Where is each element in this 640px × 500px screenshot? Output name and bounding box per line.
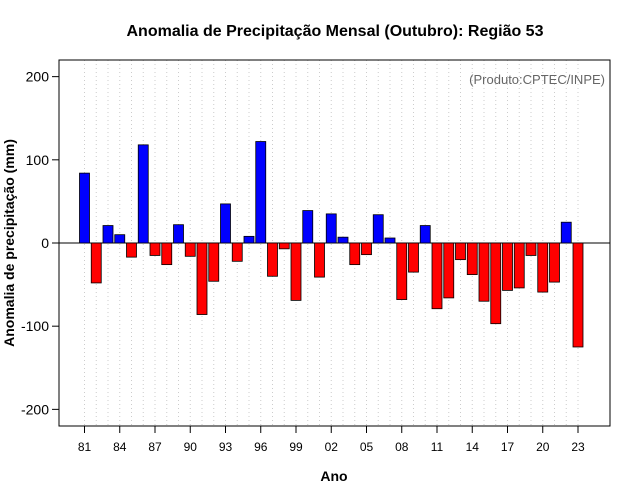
x-tick-label: 05 — [360, 440, 374, 454]
bar-2016 — [490, 242, 502, 325]
bar-1989 — [173, 224, 184, 244]
y-axis: 200 100 0 -100 -200 — [21, 69, 59, 417]
bar-2023 — [572, 242, 584, 348]
x-tick-label: 08 — [395, 440, 409, 454]
bar-2015 — [478, 242, 490, 302]
grid-lines — [84, 60, 579, 426]
bar-1999 — [290, 242, 302, 301]
bar-1984 — [114, 234, 126, 244]
y-tick-label: 200 — [26, 69, 50, 85]
bar-2018 — [513, 242, 525, 289]
x-tick-label: 02 — [325, 440, 339, 454]
chart-title: Anomalia de Precipitação Mensal (Outubro… — [127, 23, 544, 40]
bar-1994 — [231, 242, 243, 262]
bar-2022 — [560, 221, 572, 244]
bar-1998 — [278, 242, 290, 250]
bar-2009 — [408, 242, 419, 273]
credit-text: (Produto:CPTEC/INPE) — [469, 72, 605, 87]
bar-2011 — [431, 242, 443, 310]
bar-1991 — [196, 242, 208, 315]
x-tick-label: 81 — [78, 440, 92, 454]
y-tick-label: 100 — [26, 152, 50, 168]
bar-2020 — [537, 242, 549, 293]
x-tick-label: 84 — [113, 440, 127, 454]
bar-2014 — [466, 242, 478, 276]
x-tick-label: 93 — [219, 440, 233, 454]
bar-1990 — [184, 242, 196, 257]
bar-1993 — [220, 203, 231, 244]
bar-2001 — [314, 242, 325, 278]
bar-1987 — [149, 242, 161, 256]
bar-2021 — [549, 242, 560, 283]
x-tick-label: 14 — [466, 440, 480, 454]
x-axis: 81 84 87 90 93 96 99 02 05 08 11 14 17 20 23 — [78, 426, 585, 454]
x-axis-title: Ano — [320, 468, 347, 484]
bar-2017 — [502, 242, 513, 291]
bar-1981 — [79, 172, 90, 244]
x-tick-label: 17 — [501, 440, 515, 454]
bar-1992 — [208, 242, 220, 282]
bar-2019 — [525, 242, 537, 256]
bars — [79, 141, 584, 348]
bar-1982 — [90, 242, 102, 284]
bar-2000 — [302, 210, 314, 244]
bar-1983 — [102, 225, 114, 244]
bar-2007 — [384, 237, 396, 244]
bar-2006 — [372, 214, 384, 244]
bar-2008 — [396, 242, 408, 300]
x-tick-label: 87 — [148, 440, 162, 454]
bar-1995 — [243, 235, 255, 244]
y-tick-label: 0 — [41, 235, 49, 251]
bar-2004 — [349, 242, 361, 266]
x-tick-label: 90 — [184, 440, 198, 454]
bar-1996 — [255, 141, 267, 244]
y-axis-title: Anomalia de precipitação (mm) — [1, 139, 17, 347]
x-tick-label: 96 — [254, 440, 268, 454]
x-tick-label: 11 — [431, 440, 444, 454]
x-tick-label: 99 — [289, 440, 303, 454]
bar-2010 — [419, 225, 431, 244]
bar-2013 — [455, 242, 466, 261]
bar-2003 — [337, 236, 349, 244]
bar-1988 — [161, 242, 173, 266]
bar-1985 — [126, 242, 137, 258]
y-tick-label: -100 — [21, 318, 49, 334]
bar-1997 — [267, 242, 278, 277]
bar-1986 — [137, 144, 149, 244]
y-tick-label: -200 — [21, 401, 49, 417]
bar-2002 — [325, 213, 337, 244]
x-tick-label: 23 — [571, 440, 585, 454]
x-tick-label: 20 — [536, 440, 550, 454]
bar-2012 — [443, 242, 455, 299]
bar-2005 — [361, 242, 372, 256]
